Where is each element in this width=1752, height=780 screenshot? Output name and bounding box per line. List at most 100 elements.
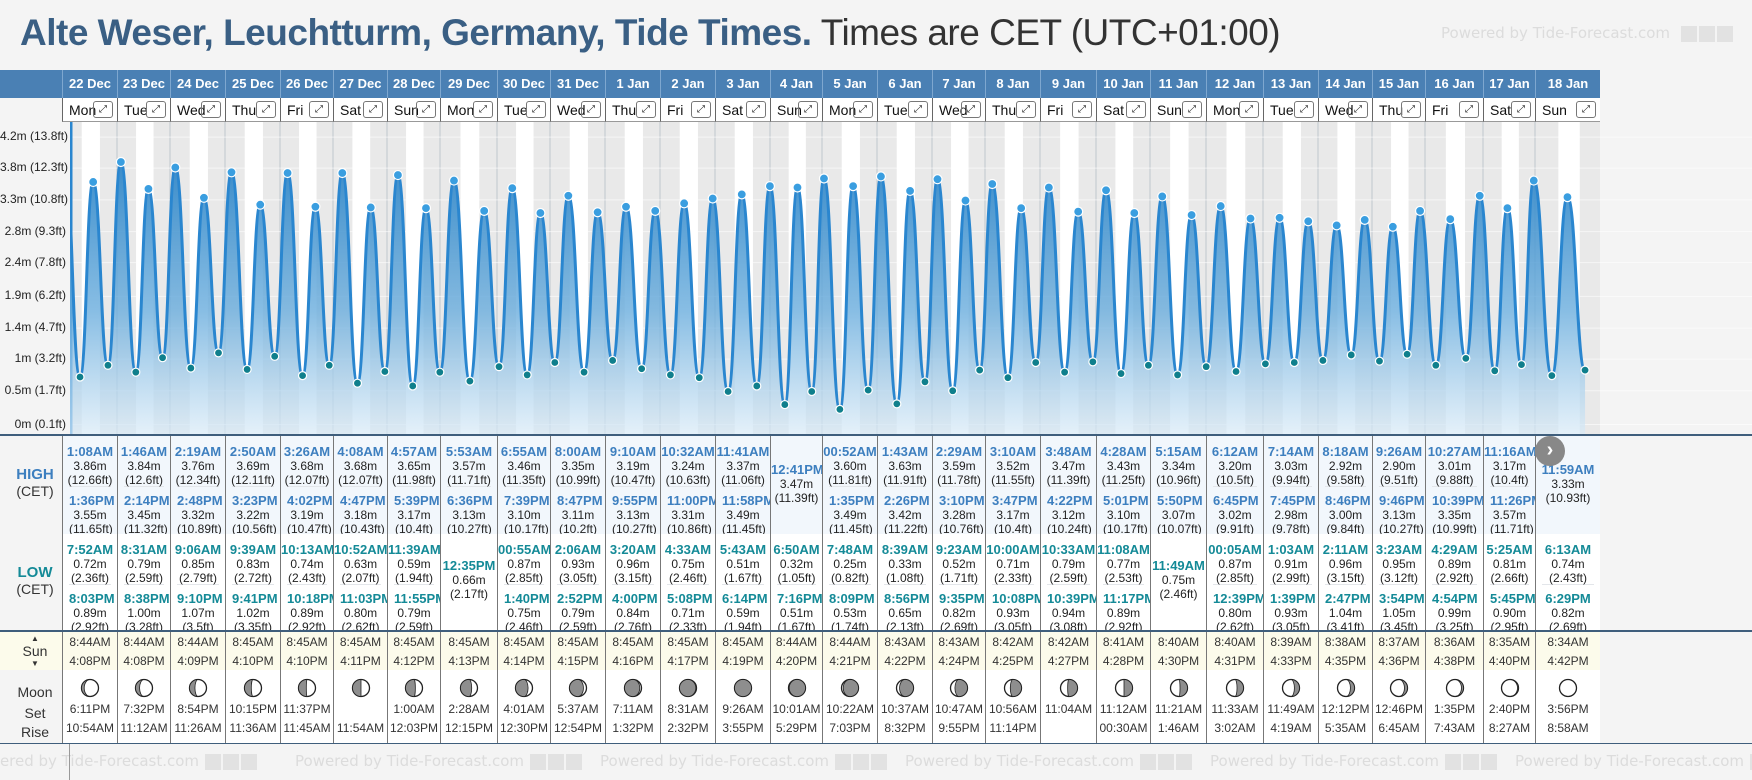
- expand-icon[interactable]: ⤢: [201, 101, 221, 118]
- low-tide-point[interactable]: [948, 386, 958, 396]
- high-tide-point[interactable]: [1100, 185, 1112, 196]
- high-tide-point[interactable]: [1043, 182, 1054, 193]
- expand-icon[interactable]: ⤢: [746, 101, 766, 118]
- expand-icon[interactable]: ⤢: [1182, 101, 1202, 118]
- expand-icon[interactable]: ⤢: [853, 101, 873, 118]
- low-tide-point[interactable]: [1374, 356, 1385, 366]
- high-tide-point[interactable]: [1016, 203, 1027, 214]
- low-tide-point[interactable]: [270, 351, 280, 361]
- high-tide-point[interactable]: [818, 173, 830, 184]
- low-tide-point[interactable]: [380, 366, 390, 377]
- expand-icon[interactable]: ⤢: [1126, 101, 1146, 118]
- low-tide-point[interactable]: [550, 357, 560, 368]
- expand-icon[interactable]: ⤢: [526, 101, 546, 118]
- low-tide-point[interactable]: [1003, 373, 1013, 383]
- low-tide-point[interactable]: [637, 364, 647, 374]
- low-tide-point[interactable]: [435, 367, 445, 377]
- high-tide-point[interactable]: [507, 183, 518, 194]
- expand-icon[interactable]: ⤢: [636, 101, 656, 118]
- low-tide-point[interactable]: [807, 386, 817, 397]
- low-tide-point[interactable]: [494, 362, 504, 372]
- low-tide-point[interactable]: [835, 404, 845, 414]
- high-tide-point[interactable]: [1331, 220, 1342, 231]
- low-tide-point[interactable]: [522, 370, 532, 380]
- low-tide-point[interactable]: [465, 376, 475, 386]
- expand-icon[interactable]: ⤢: [363, 101, 383, 118]
- high-tide-point[interactable]: [1387, 221, 1398, 232]
- next-page-button[interactable]: ›: [1535, 436, 1565, 466]
- high-tide-point[interactable]: [1303, 216, 1314, 227]
- high-tide-point[interactable]: [1274, 212, 1285, 223]
- expand-icon[interactable]: ⤢: [1576, 101, 1596, 118]
- expand-icon[interactable]: ⤢: [691, 101, 711, 118]
- high-tide-point[interactable]: [736, 189, 747, 200]
- high-tide-point[interactable]: [1445, 214, 1456, 225]
- low-tide-point[interactable]: [75, 372, 85, 382]
- low-tide-point[interactable]: [131, 367, 141, 377]
- high-tide-point[interactable]: [932, 174, 943, 185]
- low-tide-point[interactable]: [157, 353, 168, 363]
- high-tide-point[interactable]: [535, 207, 546, 219]
- low-tide-point[interactable]: [408, 381, 418, 391]
- expand-icon[interactable]: ⤢: [416, 101, 436, 118]
- low-tide-point[interactable]: [892, 399, 902, 409]
- low-tide-point[interactable]: [1143, 360, 1153, 370]
- high-tide-point[interactable]: [592, 207, 603, 218]
- high-tide-point[interactable]: [226, 167, 237, 178]
- low-tide-point[interactable]: [975, 365, 985, 375]
- high-tide-point[interactable]: [420, 203, 432, 214]
- high-tide-point[interactable]: [1157, 191, 1168, 202]
- low-tide-point[interactable]: [694, 373, 704, 383]
- low-tide-point[interactable]: [780, 399, 790, 410]
- high-tide-point[interactable]: [1359, 214, 1370, 225]
- expand-icon[interactable]: ⤢: [93, 101, 113, 118]
- low-tide-point[interactable]: [213, 348, 224, 358]
- low-tide-point[interactable]: [863, 385, 873, 395]
- low-tide-point[interactable]: [1231, 366, 1241, 377]
- low-tide-point[interactable]: [186, 363, 196, 373]
- low-tide-point[interactable]: [297, 371, 308, 381]
- low-tide-point[interactable]: [1031, 357, 1041, 368]
- high-tide-point[interactable]: [88, 176, 99, 188]
- high-tide-point[interactable]: [143, 183, 154, 194]
- low-tide-point[interactable]: [1116, 368, 1126, 379]
- high-tide-point[interactable]: [679, 198, 690, 209]
- high-tide-point[interactable]: [960, 195, 971, 206]
- high-tide-point[interactable]: [904, 185, 916, 197]
- high-tide-point[interactable]: [365, 202, 376, 213]
- expand-icon[interactable]: ⤢: [1511, 101, 1531, 118]
- high-tide-point[interactable]: [392, 169, 404, 181]
- low-tide-point[interactable]: [1516, 359, 1527, 370]
- low-tide-point[interactable]: [1172, 370, 1183, 380]
- low-tide-point[interactable]: [352, 378, 363, 388]
- low-tide-point[interactable]: [1547, 371, 1557, 381]
- expand-icon[interactable]: ⤢: [309, 101, 329, 118]
- high-tide-point[interactable]: [848, 180, 859, 192]
- high-tide-point[interactable]: [987, 178, 998, 190]
- high-tide-point[interactable]: [337, 167, 348, 179]
- high-tide-point[interactable]: [1562, 192, 1573, 203]
- high-tide-point[interactable]: [198, 192, 210, 203]
- high-tide-point[interactable]: [650, 205, 661, 217]
- low-tide-point[interactable]: [665, 370, 676, 380]
- low-tide-point[interactable]: [579, 367, 589, 377]
- expand-icon[interactable]: ⤢: [1294, 101, 1314, 118]
- high-tide-point[interactable]: [764, 180, 776, 192]
- low-tide-point[interactable]: [920, 377, 930, 387]
- expand-icon[interactable]: ⤢: [908, 101, 928, 118]
- low-tide-point[interactable]: [1402, 349, 1412, 359]
- low-tide-point[interactable]: [1580, 365, 1590, 375]
- low-tide-point[interactable]: [1490, 366, 1500, 376]
- expand-icon[interactable]: ⤢: [146, 101, 166, 118]
- low-tide-point[interactable]: [1289, 357, 1299, 368]
- high-tide-point[interactable]: [255, 199, 266, 210]
- high-tide-point[interactable]: [1073, 206, 1084, 217]
- expand-icon[interactable]: ⤢: [1239, 101, 1259, 118]
- expand-icon[interactable]: ⤢: [1072, 101, 1092, 118]
- high-tide-point[interactable]: [1245, 213, 1256, 224]
- expand-icon[interactable]: ⤢: [1459, 101, 1479, 118]
- high-tide-point[interactable]: [707, 193, 718, 204]
- expand-icon[interactable]: ⤢: [798, 101, 818, 118]
- high-tide-point[interactable]: [1129, 207, 1140, 219]
- low-tide-point[interactable]: [1088, 357, 1098, 367]
